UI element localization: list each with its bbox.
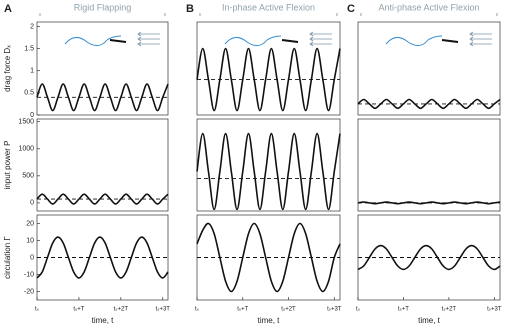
fin-sketch xyxy=(441,39,459,43)
plot-frame xyxy=(196,21,341,116)
plot-frame xyxy=(36,21,169,116)
plot-frame xyxy=(36,118,169,212)
flow-arrow xyxy=(137,31,160,37)
y-axis-label: drag force Dₓ xyxy=(3,45,12,92)
series-line xyxy=(36,193,169,205)
y-tick-label: 500 xyxy=(22,173,34,180)
title-bracket xyxy=(360,13,498,16)
y-tick-label: 10 xyxy=(26,237,34,244)
y-tick-label: 0 xyxy=(30,254,34,261)
y-axis-label: circulation Γ xyxy=(3,236,12,279)
y-tick-label: 0 xyxy=(30,112,34,119)
plot-frame xyxy=(357,118,501,212)
x-tick-label: tₛ+2T xyxy=(442,307,457,313)
y-tick-label: 1.5 xyxy=(24,45,34,52)
y-tick-label: 1500 xyxy=(18,119,34,126)
panel-title: In-phase Active Flexion xyxy=(222,2,315,12)
plot-frame xyxy=(357,21,501,116)
body-sketch xyxy=(224,35,282,46)
x-tick-label: tₛ+3T xyxy=(487,307,502,313)
series-line xyxy=(357,244,501,271)
flow-arrow xyxy=(309,41,332,47)
x-axis-label: time, t xyxy=(418,316,441,325)
series-line xyxy=(36,236,169,279)
x-tick-label: tₛ xyxy=(356,307,360,313)
y-tick-label: 1000 xyxy=(18,146,34,153)
x-tick-label: tₛ xyxy=(35,307,39,313)
y-tick-label: 1 xyxy=(30,68,34,75)
panel-title: Rigid Flapping xyxy=(74,2,132,12)
flow-arrow xyxy=(309,31,332,37)
y-tick-label: 2 xyxy=(30,23,34,30)
fin-sketch xyxy=(109,39,127,43)
panel-letter: B xyxy=(186,3,194,15)
y-tick-label: 0 xyxy=(30,200,34,207)
flow-arrow xyxy=(309,36,332,42)
x-tick-label: tₛ+3T xyxy=(327,307,342,313)
panel-letter: C xyxy=(347,3,355,15)
x-tick-label: tₛ+2T xyxy=(281,307,296,313)
x-tick-label: tₛ+T xyxy=(237,307,248,313)
x-tick-label: tₛ xyxy=(195,307,199,313)
x-axis-label: time, t xyxy=(258,316,281,325)
y-tick-label: 0.5 xyxy=(24,90,34,97)
flow-arrow xyxy=(469,41,492,47)
title-bracket xyxy=(199,13,338,16)
body-sketch xyxy=(385,35,443,46)
y-axis-label: input power P xyxy=(3,141,12,190)
series-line xyxy=(196,222,341,293)
y-tick-label: 20 xyxy=(26,220,34,227)
y-tick-label: -10 xyxy=(24,271,34,278)
x-tick-label: tₛ+T xyxy=(398,307,409,313)
flow-arrow xyxy=(469,31,492,37)
flow-arrow xyxy=(469,36,492,42)
panel-title: Anti-phase Active Flexion xyxy=(378,2,479,12)
flow-arrow xyxy=(137,41,160,47)
plot-frame xyxy=(196,118,341,212)
x-tick-label: tₛ+2T xyxy=(114,307,129,313)
series-line xyxy=(196,132,341,211)
y-tick-label: -20 xyxy=(24,288,34,295)
panel-letter: A xyxy=(4,3,12,15)
body-sketch xyxy=(64,35,122,46)
series-line xyxy=(357,98,501,110)
x-tick-label: tₛ+3T xyxy=(156,307,171,313)
x-axis-label: time, t xyxy=(92,316,115,325)
series-line xyxy=(196,47,341,112)
x-tick-label: tₛ+T xyxy=(73,307,84,313)
flow-arrow xyxy=(137,36,160,42)
title-bracket xyxy=(39,13,166,16)
series-line xyxy=(357,201,501,205)
series-line xyxy=(36,83,169,112)
fin-sketch xyxy=(281,39,299,43)
